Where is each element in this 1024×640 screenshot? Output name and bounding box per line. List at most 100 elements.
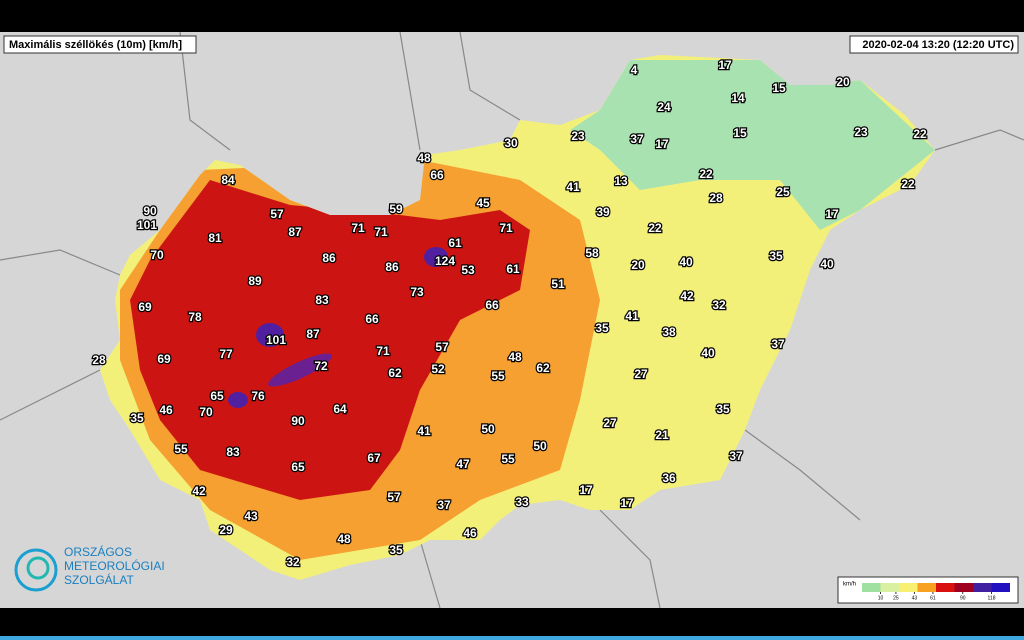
station-value: 70 bbox=[150, 248, 164, 262]
station-value: 40 bbox=[701, 346, 715, 360]
station-value: 46 bbox=[463, 526, 477, 540]
station-value: 69 bbox=[157, 352, 171, 366]
station-value: 23 bbox=[854, 125, 868, 139]
station-value: 43 bbox=[244, 509, 258, 523]
station-value: 73 bbox=[410, 285, 424, 299]
legend-tick-label: 61 bbox=[930, 595, 936, 601]
station-value: 62 bbox=[536, 361, 550, 375]
station-value: 51 bbox=[551, 277, 565, 291]
bottom-accent bbox=[0, 636, 1024, 640]
legend-swatch bbox=[880, 583, 899, 592]
station-value: 41 bbox=[625, 309, 639, 323]
logo-mark bbox=[14, 548, 58, 592]
legend: km/h 10 25 43 61 90 118 bbox=[837, 576, 1019, 604]
station-value: 72 bbox=[314, 359, 328, 373]
legend-tick-label: 118 bbox=[988, 595, 996, 601]
station-value: 40 bbox=[820, 257, 834, 271]
station-value: 24 bbox=[657, 100, 671, 114]
station-value: 23 bbox=[571, 129, 585, 143]
station-value: 4 bbox=[631, 63, 638, 77]
legend-swatch bbox=[936, 583, 955, 592]
legend-tick-label: 43 bbox=[912, 595, 918, 601]
station-value: 57 bbox=[435, 340, 449, 354]
logo: ORSZÁGOS METEOROLÓGIAI SZOLGÁLAT bbox=[14, 544, 165, 592]
field-purple bbox=[268, 353, 332, 387]
legend-unit: km/h bbox=[843, 582, 856, 588]
station-value: 71 bbox=[351, 221, 365, 235]
station-value: 124 bbox=[435, 254, 455, 268]
station-value: 15 bbox=[733, 126, 747, 140]
station-value: 32 bbox=[286, 555, 300, 569]
station-value: 36 bbox=[662, 471, 676, 485]
legend-swatch bbox=[917, 583, 936, 592]
legend-swatch bbox=[954, 583, 973, 592]
station-value: 61 bbox=[506, 262, 520, 276]
station-value: 78 bbox=[188, 310, 202, 324]
station-value: 35 bbox=[769, 249, 783, 263]
station-value: 30 bbox=[504, 136, 518, 150]
borders bbox=[0, 31, 1024, 609]
logo-text: ORSZÁGOS bbox=[64, 544, 132, 559]
station-value: 37 bbox=[437, 498, 451, 512]
station-value: 37 bbox=[771, 337, 785, 351]
top-bar bbox=[0, 0, 1024, 32]
map-title: Maximális széllökés (10m) [km/h] bbox=[9, 39, 182, 51]
station-value: 59 bbox=[389, 202, 403, 216]
station-value: 83 bbox=[226, 445, 240, 459]
station-value: 58 bbox=[585, 246, 599, 260]
station-value: 89 bbox=[248, 274, 262, 288]
station-value: 20 bbox=[631, 258, 645, 272]
logo-text: METEOROLÓGIAI bbox=[64, 558, 165, 573]
station-value: 90 bbox=[143, 204, 157, 218]
station-value: 101 bbox=[137, 218, 157, 232]
station-value: 86 bbox=[322, 251, 336, 265]
station-value: 66 bbox=[430, 168, 444, 182]
station-value: 40 bbox=[679, 255, 693, 269]
station-value: 35 bbox=[130, 411, 144, 425]
station-value: 38 bbox=[662, 325, 676, 339]
station-value: 71 bbox=[374, 225, 388, 239]
legend-swatch bbox=[899, 583, 918, 592]
station-value: 81 bbox=[208, 231, 222, 245]
station-value: 50 bbox=[533, 439, 547, 453]
station-value: 45 bbox=[476, 196, 490, 210]
station-value: 39 bbox=[596, 205, 610, 219]
station-value: 83 bbox=[315, 293, 329, 307]
station-value: 53 bbox=[461, 263, 475, 277]
field-purple bbox=[228, 392, 248, 408]
station-value: 61 bbox=[448, 236, 462, 250]
station-value: 33 bbox=[515, 495, 529, 509]
station-value: 66 bbox=[365, 312, 379, 326]
legend-swatch bbox=[991, 583, 1010, 592]
station-value: 35 bbox=[389, 543, 403, 557]
station-value: 71 bbox=[376, 344, 390, 358]
station-value: 46 bbox=[159, 403, 173, 417]
station-value: 13 bbox=[614, 174, 628, 188]
station-value: 28 bbox=[709, 191, 723, 205]
station-value: 32 bbox=[712, 298, 726, 312]
legend-swatch bbox=[973, 583, 992, 592]
bottom-bar bbox=[0, 608, 1024, 640]
station-value: 47 bbox=[456, 457, 470, 471]
title-box bbox=[3, 35, 197, 54]
station-value: 15 bbox=[772, 81, 786, 95]
station-value: 65 bbox=[210, 389, 224, 403]
field-purple bbox=[424, 247, 448, 267]
legend-swatch bbox=[862, 583, 881, 592]
station-value: 84 bbox=[221, 173, 235, 187]
station-value: 62 bbox=[388, 366, 402, 380]
station-value: 70 bbox=[199, 405, 213, 419]
station-value: 22 bbox=[913, 127, 927, 141]
station-value: 22 bbox=[648, 221, 662, 235]
field-green bbox=[570, 60, 935, 230]
station-value: 17 bbox=[655, 137, 669, 151]
legend-tick-label: 10 bbox=[878, 595, 884, 601]
station-value: 77 bbox=[219, 347, 233, 361]
station-value: 42 bbox=[680, 289, 694, 303]
station-value: 41 bbox=[566, 180, 580, 194]
station-value: 55 bbox=[491, 369, 505, 383]
station-value: 87 bbox=[306, 327, 320, 341]
station-value: 28 bbox=[92, 353, 106, 367]
